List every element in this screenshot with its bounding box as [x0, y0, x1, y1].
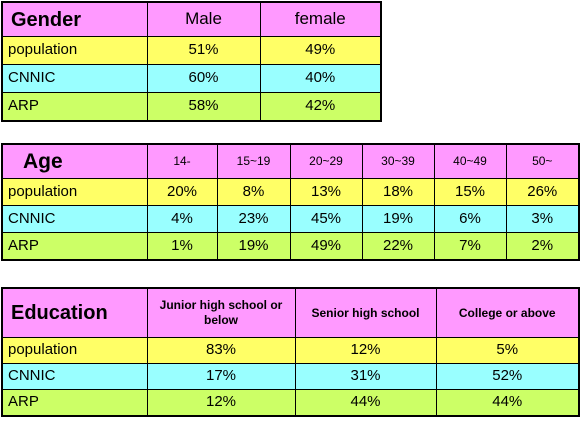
- column-header: 20~29: [289, 143, 363, 179]
- cell-value: 19%: [361, 205, 435, 233]
- cell-value: 12%: [294, 337, 437, 364]
- row-label: CNNIC: [1, 205, 148, 233]
- table-row: population 20% 8% 13% 18% 15% 26%: [1, 178, 580, 206]
- table-header-row: Age 14- 15~19 20~29 30~39 40~49 50~: [1, 143, 580, 179]
- cell-value: 20%: [146, 178, 218, 206]
- table-title: Gender: [1, 1, 148, 37]
- cell-value: 17%: [146, 363, 296, 390]
- cell-value: 6%: [433, 205, 507, 233]
- column-header: 15~19: [216, 143, 291, 179]
- cell-value: 1%: [146, 232, 218, 261]
- cell-value: 12%: [146, 389, 296, 417]
- row-label: population: [1, 178, 148, 206]
- cell-value: 8%: [216, 178, 291, 206]
- row-label: ARP: [1, 389, 148, 417]
- column-header: 50~: [505, 143, 580, 179]
- cell-value: 23%: [216, 205, 291, 233]
- table-row: CNNIC 60% 40%: [1, 64, 382, 93]
- table-row: ARP 58% 42%: [1, 92, 382, 122]
- cell-value: 58%: [146, 92, 261, 122]
- row-label: population: [1, 36, 148, 65]
- cell-value: 49%: [289, 232, 363, 261]
- row-label: ARP: [1, 92, 148, 122]
- cell-value: 44%: [435, 389, 580, 417]
- cell-value: 26%: [505, 178, 580, 206]
- cell-value: 60%: [146, 64, 261, 93]
- table-row: population 83% 12% 5%: [1, 337, 580, 364]
- column-header: female: [259, 1, 382, 37]
- cell-value: 15%: [433, 178, 507, 206]
- row-label: CNNIC: [1, 64, 148, 93]
- table-title: Age: [1, 143, 148, 179]
- cell-value: 18%: [361, 178, 435, 206]
- cell-value: 51%: [146, 36, 261, 65]
- cell-value: 2%: [505, 232, 580, 261]
- education-table: Education Junior high school or below Se…: [1, 287, 580, 417]
- column-header: Senior high school: [294, 287, 437, 338]
- table-row: CNNIC 4% 23% 45% 19% 6% 3%: [1, 205, 580, 233]
- column-header: College or above: [435, 287, 580, 338]
- row-label: population: [1, 337, 148, 364]
- cell-value: 5%: [435, 337, 580, 364]
- column-header: Male: [146, 1, 261, 37]
- column-header: 14-: [146, 143, 218, 179]
- table-header-row: Gender Male female: [1, 1, 382, 37]
- table-row: population 51% 49%: [1, 36, 382, 65]
- table-row: ARP 1% 19% 49% 22% 7% 2%: [1, 232, 580, 261]
- cell-value: 42%: [259, 92, 382, 122]
- table-title: Education: [1, 287, 148, 338]
- row-label: ARP: [1, 232, 148, 261]
- cell-value: 49%: [259, 36, 382, 65]
- cell-value: 13%: [289, 178, 363, 206]
- row-label: CNNIC: [1, 363, 148, 390]
- cell-value: 3%: [505, 205, 580, 233]
- cell-value: 19%: [216, 232, 291, 261]
- column-header: 40~49: [433, 143, 507, 179]
- cell-value: 7%: [433, 232, 507, 261]
- cell-value: 44%: [294, 389, 437, 417]
- cell-value: 22%: [361, 232, 435, 261]
- cell-value: 40%: [259, 64, 382, 93]
- cell-value: 4%: [146, 205, 218, 233]
- table-row: ARP 12% 44% 44%: [1, 389, 580, 417]
- cell-value: 83%: [146, 337, 296, 364]
- age-table: Age 14- 15~19 20~29 30~39 40~49 50~ popu…: [1, 143, 580, 261]
- column-header: Junior high school or below: [146, 287, 296, 338]
- cell-value: 31%: [294, 363, 437, 390]
- table-header-row: Education Junior high school or below Se…: [1, 287, 580, 338]
- gender-table: Gender Male female population 51% 49% CN…: [1, 1, 382, 122]
- cell-value: 52%: [435, 363, 580, 390]
- column-header: 30~39: [361, 143, 435, 179]
- table-row: CNNIC 17% 31% 52%: [1, 363, 580, 390]
- cell-value: 45%: [289, 205, 363, 233]
